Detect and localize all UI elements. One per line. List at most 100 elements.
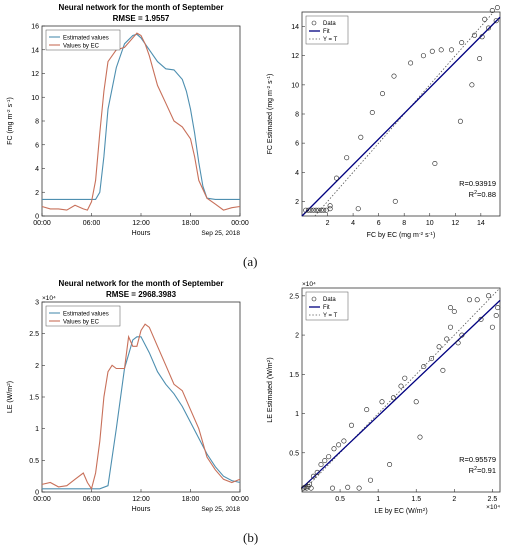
y-tick-label: 12 [31, 71, 39, 78]
data-point [356, 485, 362, 491]
data-point [321, 207, 327, 213]
data-point [451, 308, 457, 314]
data-point [448, 324, 454, 330]
data-point [344, 155, 350, 161]
x-tick-label: 1 [376, 496, 380, 503]
data-point [429, 356, 435, 362]
data-point [436, 344, 442, 350]
y-tick-label: 2 [35, 190, 39, 197]
y-axis-label: FC Estimated (mg m-2 s-1) [266, 74, 275, 155]
y-exponent: ×10⁴ [42, 295, 56, 302]
y-axis-label: FC (mg m-2 s-1) [6, 97, 15, 145]
legend-box [45, 305, 121, 327]
data-point [482, 16, 488, 22]
y-tick-label: 2.5 [29, 331, 39, 338]
data-point [310, 207, 316, 213]
y-tick-label: 0 [35, 490, 39, 497]
x-tick-label: 10 [426, 220, 434, 227]
data-point [345, 484, 351, 490]
y-exponent: ×10⁴ [302, 281, 316, 288]
x-tick-label: 12:00 [132, 496, 150, 503]
data-point [478, 316, 484, 322]
data-point [486, 293, 492, 299]
stat-r2: R2=0.91 [469, 466, 496, 475]
x-tick-label: 2 [326, 220, 330, 227]
data-point [305, 207, 311, 213]
data-point [379, 399, 385, 405]
y-tick-label: 0.5 [289, 450, 299, 457]
fit-line [301, 16, 501, 217]
data-point [369, 110, 375, 116]
y-tick-label: 1.5 [289, 372, 299, 379]
x-tick-label: 00:00 [33, 496, 51, 503]
data-point [336, 442, 342, 448]
date-label: Sep 25, 2018 [201, 230, 240, 237]
data-point [364, 407, 370, 413]
data-point [455, 340, 461, 346]
y-tick-label: 10 [31, 95, 39, 102]
legend-swatch-data [311, 296, 317, 302]
data-point [310, 473, 316, 479]
data-point [322, 458, 328, 464]
data-point [316, 207, 322, 213]
data-point [314, 469, 320, 475]
legend-box [45, 29, 121, 51]
legend-label: Values by EC [63, 43, 100, 49]
x-tick-label: 06:00 [83, 496, 101, 503]
legend-label: Fit [323, 29, 330, 35]
data-point [327, 203, 333, 209]
data-point [380, 91, 386, 97]
data-point [489, 324, 495, 330]
data-point [472, 32, 478, 38]
le-time-chart: Neural network for the month of Septembe… [6, 279, 249, 513]
data-point [489, 8, 495, 14]
series-line-estimated [42, 336, 241, 490]
data-point [486, 25, 492, 31]
data-point [326, 454, 332, 460]
y-tick-label: 0 [35, 214, 39, 221]
data-point [392, 198, 398, 204]
y-tick-label: 12 [291, 53, 299, 60]
data-point [341, 438, 347, 444]
series-line-ec [41, 323, 241, 491]
x-tick-label: 6 [377, 220, 381, 227]
x-tick-label: 18:00 [182, 496, 200, 503]
data-point [334, 175, 340, 181]
y-tick-label: 2 [35, 363, 39, 370]
y-axis-label: LE (W/m2) [6, 381, 15, 413]
data-point [368, 477, 374, 483]
data-point [438, 47, 444, 53]
x-tick-label: 18:00 [182, 220, 200, 227]
data-point [408, 60, 414, 66]
x-tick-label: 14 [477, 220, 485, 227]
data-point [398, 383, 404, 389]
data-point [448, 305, 454, 311]
x-tick-label: 00:00 [33, 220, 51, 227]
y-tick-label: 1 [35, 426, 39, 433]
series-line-ec [41, 32, 241, 211]
y-tick-label: 8 [35, 119, 39, 126]
x-tick-label: 2 [452, 496, 456, 503]
fc-time-chart: Neural network for the month of Septembe… [6, 3, 249, 237]
y-tick-label: 6 [295, 141, 299, 148]
x-tick-label: 8 [402, 220, 406, 227]
chart-title: Neural network for the month of Septembe… [59, 279, 224, 288]
data-point [494, 5, 500, 11]
stat-r: R=0.95579 [459, 455, 496, 464]
data-point [459, 332, 465, 338]
plot-area [41, 301, 241, 493]
data-point [358, 134, 364, 140]
x-axis-label: Hours [132, 506, 151, 513]
fc-scatter-chart: 2 4 6 8 10 12 14 2 4 6 8 10 12 14 FC by EC (mg m-2 s-1… [266, 5, 501, 239]
data-point [417, 434, 423, 440]
chart-subtitle: RMSE = 1.9557 [113, 14, 170, 23]
data-point [432, 161, 438, 167]
data-point [387, 462, 393, 468]
legend-label: Fit [323, 305, 330, 311]
legend-label: Estimated values [63, 311, 109, 317]
x-tick-label: 06:00 [83, 220, 101, 227]
plot-area [41, 25, 241, 217]
identity-line [301, 287, 501, 493]
data-point [477, 56, 483, 62]
chart-title: Neural network for the month of Septembe… [59, 3, 224, 12]
